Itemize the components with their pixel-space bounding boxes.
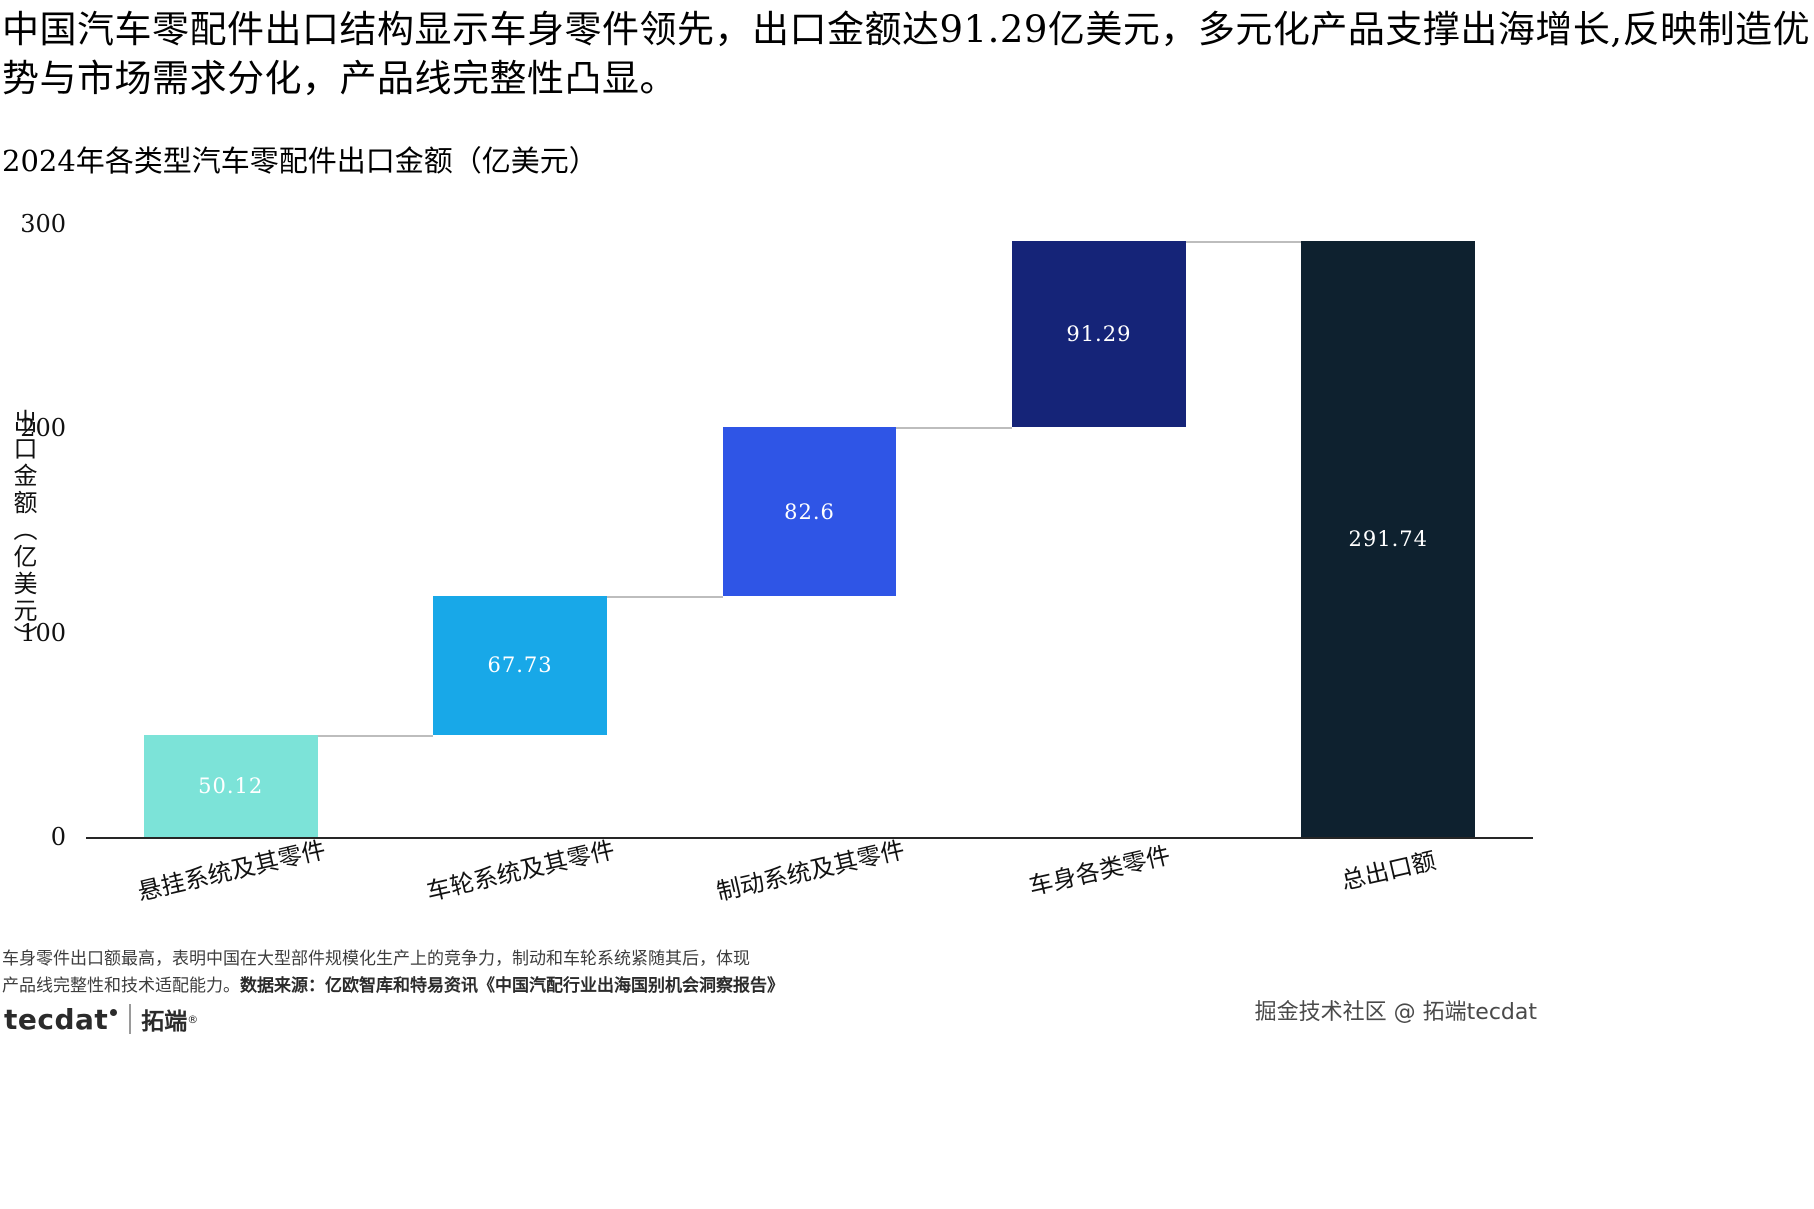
waterfall-bar: 82.6 [722,427,897,597]
logo-divider [129,1004,132,1034]
y-tick-label: 100 [20,618,66,647]
waterfall-bar: 91.29 [1012,240,1186,428]
waterfall-bar: 67.73 [433,596,607,735]
tecdat-logo: tecdat 拓端 ® [4,1002,198,1036]
logo-chinese-name: 拓端 [141,1009,188,1035]
y-axis-ticks: 0 100 200 300 [0,210,76,851]
chart-title: 2024年各类型汽车零配件出口金额（亿美元） [2,144,598,178]
waterfall-connector [1185,240,1302,243]
y-axis-title-wrap: 出口金额（亿美元） [6,224,41,837]
bar-value-label: 50.12 [198,773,264,798]
x-tick-label: 车身各类零件 [1026,841,1173,901]
bar-value-label: 291.74 [1348,526,1429,551]
footnote: 车身零件出口额最高，表明中国在大型部件规模化生产上的竞争力，制动和车轮系统紧随其… [2,946,902,1000]
x-tick-label: 悬挂系统及其零件 [134,835,328,907]
x-tick-label: 车轮系统及其零件 [423,835,618,907]
x-tick-label: 总出口额 [1338,846,1439,896]
waterfall-connector [317,734,434,737]
x-axis-labels: 悬挂系统及其零件 车轮系统及其零件 制动系统及其零件 车身各类零件 总出口额 [86,224,1533,906]
watermark-credit: 掘金技术社区 @ 拓端tecdat [1254,1000,1537,1025]
y-tick-label: 200 [20,414,66,443]
waterfall-bar: 291.74 [1301,240,1476,837]
page-title: 中国汽车零配件出口结构显示车身零件领先，出口金额达91.29亿美元，多元化产品支… [2,8,1811,100]
registered-mark: ® [187,1012,199,1026]
x-tick-label: 制动系统及其零件 [713,835,907,907]
y-axis-title: 出口金额（亿美元） [9,409,37,652]
logo-dot-icon [110,1008,118,1016]
bar-value-label: 82.6 [784,499,835,524]
waterfall-connector [606,596,723,599]
waterfall-bar: 50.12 [143,734,318,837]
y-tick-label: 300 [20,210,66,238]
bar-value-label: 67.73 [487,653,553,678]
footnote-line2: 产品线完整性和技术适配能力。 [2,976,240,997]
footnote-line1: 车身零件出口额最高，表明中国在大型部件规模化生产上的竞争力，制动和车轮系统紧随其… [2,949,750,969]
logo-wordmark: tecdat [4,1002,109,1036]
y-tick-label: 0 [50,823,66,851]
waterfall-chart-plot-area: 50.12 67.73 82.6 91.29 291.74 [86,224,1533,839]
bar-value-label: 91.29 [1066,322,1132,347]
data-source: 数据来源：亿欧智库和特易资讯《中国汽配行业出海国别机会洞察报告》 [240,976,784,997]
waterfall-connector [896,427,1013,430]
